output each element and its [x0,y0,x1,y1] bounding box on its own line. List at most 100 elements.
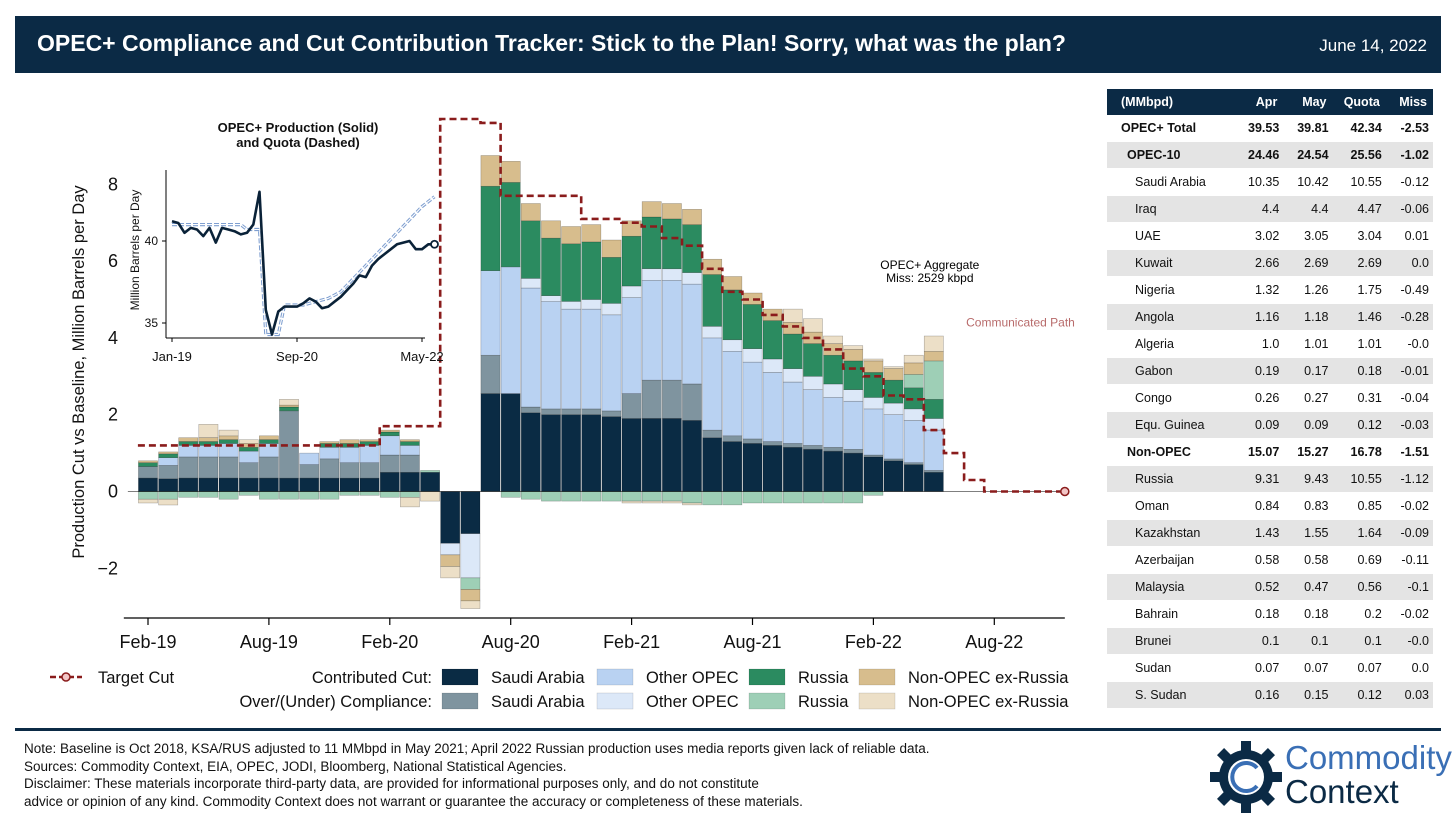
bar-segment [903,354,924,364]
x-tick-label: Aug-22 [965,632,1023,652]
bar-segment [601,239,622,258]
row-quota-value: 0.85 [1332,492,1386,520]
row-may-value: 0.1 [1283,627,1333,655]
bar-segment [601,314,622,412]
table-row: Kazakhstan 1.43 1.55 1.64 -0.09 [1107,519,1433,547]
row-quota-value: 0.1 [1332,627,1386,655]
bar-segment [923,360,944,400]
row-may-value: 1.01 [1283,330,1333,358]
row-may-value: 0.17 [1283,357,1333,385]
bar-segment [299,477,320,492]
bar-segment [238,450,259,463]
row-quota-value: 0.12 [1332,411,1386,439]
row-may-value: 10.42 [1283,168,1333,196]
row-may-value: 1.26 [1283,276,1333,304]
bar-segment [782,368,803,383]
bar-segment [782,443,803,448]
inset-title-line1: OPEC+ Production (Solid) [218,120,379,135]
row-may-value: 0.47 [1283,573,1333,601]
bar-segment [581,224,602,243]
bar-segment [400,491,420,498]
bar-segment [500,161,521,183]
row-country-name: Brunei [1107,627,1235,655]
bar-segment [662,418,682,492]
bar-segment [863,408,884,456]
bar-segment [823,335,843,344]
table-row: Iraq 4.4 4.4 4.47 -0.06 [1107,195,1433,223]
bar-segment [883,366,904,369]
bar-segment [198,424,219,438]
legend-target-label: Target Cut [98,669,175,687]
bar-segment [379,431,400,437]
bar-segment [702,258,723,275]
table-row: Kuwait 2.66 2.69 2.69 0.0 [1107,249,1433,277]
legend: Target Cut Contributed Cut: Over/(Under)… [50,668,1069,711]
main-chart: Feb-19 Aug-19 Feb-20 Aug-20 Feb-21 Aug-21 Feb-… [50,117,1075,711]
row-miss-value: -1.51 [1385,438,1433,466]
bar-segment [238,477,259,492]
bar-segment [379,472,400,492]
bar-segment [682,224,702,273]
row-country-name: Malaysia [1107,573,1235,601]
bar-segment [903,464,924,492]
logo-word-context: Context [1285,773,1399,810]
row-apr-value: 2.66 [1234,249,1284,277]
bar-segment [339,439,360,444]
legend-swatches: Saudi Arabia Other OPEC Russia Non-OPEC ex-… [441,668,1069,711]
bar-segment [541,220,561,239]
bar-segment [843,360,864,390]
bar-segment [238,462,259,479]
bar-segment [138,460,158,463]
row-apr-value: 0.26 [1234,384,1284,412]
bar-segment [762,320,783,360]
target-cut-line [137,117,1065,493]
row-quota-value: 1.46 [1332,303,1386,331]
table-row: OPEC-10 24.46 24.54 25.56 -1.02 [1107,141,1433,169]
y-tick-label: 8 [108,174,118,194]
row-country-name: OPEC+ Total [1107,115,1235,142]
row-may-value: 39.81 [1283,115,1333,142]
row-apr-value: 0.58 [1234,546,1284,574]
inset-quota-line [172,195,436,337]
bar-segment [400,441,420,446]
bar-segment [339,462,360,479]
y-axis-ticks: −2 0 2 4 6 8 [97,174,118,578]
row-may-value: 0.58 [1283,546,1333,574]
bar-segment [480,270,501,356]
bar-segment [742,438,763,444]
bar-segment [823,354,843,385]
row-apr-value: 10.35 [1234,168,1284,196]
bar-segment [238,439,259,444]
bar-segment [138,498,158,504]
col-header-apr: Apr [1234,89,1284,115]
bar-segment [863,454,884,458]
y-axis-label: Production Cut vs Baseline, Million Barr… [70,185,88,559]
bar-segment [823,397,843,448]
table-row: Nigeria 1.32 1.26 1.75 -0.49 [1107,276,1433,304]
bar-segment [178,456,199,479]
table-row: Congo 0.26 0.27 0.31 -0.04 [1107,384,1433,412]
bar-series-layer [138,155,944,609]
bar-segment [641,201,662,218]
bar-segment [863,491,884,496]
row-quota-value: 0.12 [1332,681,1386,709]
row-miss-value: 0.0 [1385,654,1433,682]
table-body: OPEC+ Total 39.53 39.81 42.34 -2.53 OPEC-10 24… [1107,115,1433,709]
bar-segment [782,308,803,323]
bar-segment [883,379,904,404]
bar-segment [682,491,702,504]
bar-segment [581,241,602,300]
bar-segment [923,351,944,362]
bar-segment [682,383,702,421]
bar-segment [803,376,823,390]
legend-swatch [748,668,786,686]
bar-segment [561,408,581,415]
bar-segment [541,408,561,415]
bar-segment [520,203,541,222]
bar-segment [218,429,239,437]
row-apr-value: 0.18 [1234,600,1284,628]
row-may-value: 9.43 [1283,465,1333,493]
row-apr-value: 0.1 [1234,627,1284,655]
bar-segment [903,374,924,389]
bar-segment [843,349,864,362]
